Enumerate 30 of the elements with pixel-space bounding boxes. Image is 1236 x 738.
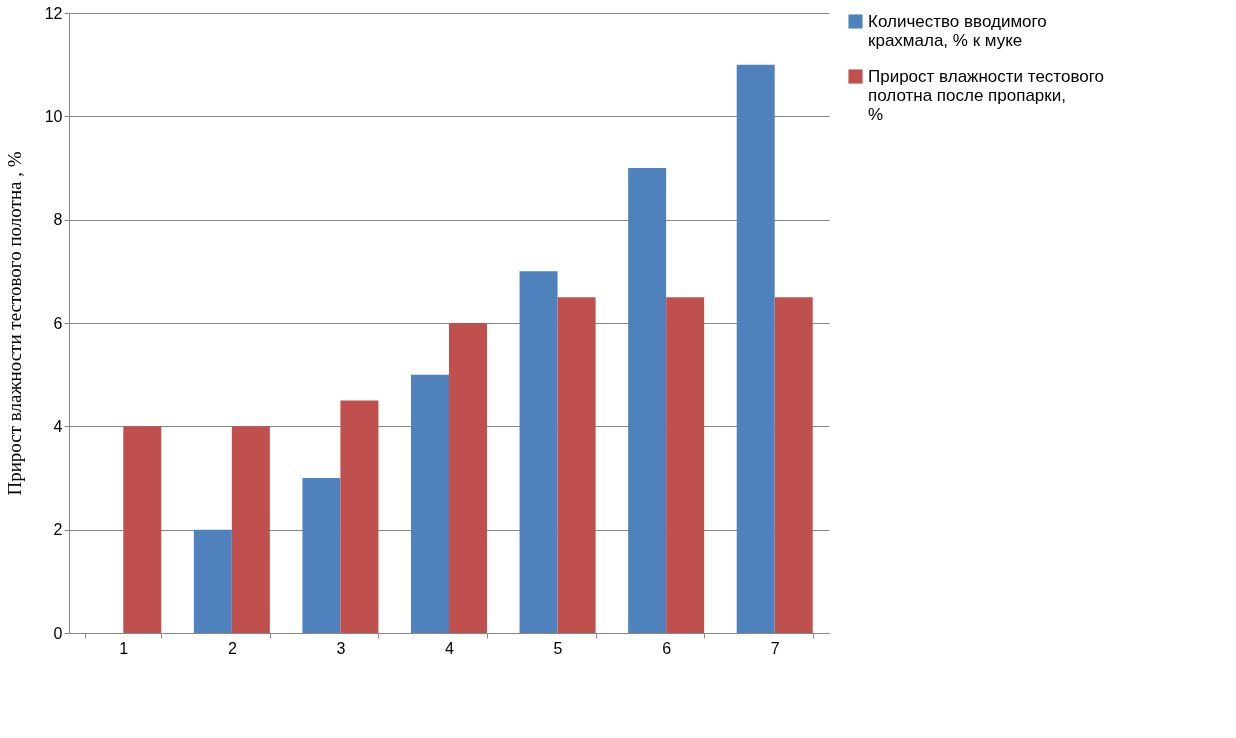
y-axis-title: Прирост влажности тестового полотна , %	[3, 151, 25, 496]
y-tick-label: 12	[44, 4, 63, 22]
legend-label: Количество вводимого крахмала, % к муке	[868, 11, 1047, 50]
legend-label: Прирост влажности тестового полотна после пропарки, %	[868, 66, 1104, 124]
bar	[774, 297, 813, 633]
bar	[449, 323, 487, 633]
bar	[736, 64, 775, 633]
bar	[123, 426, 162, 633]
bar	[666, 297, 705, 633]
y-tick-label: 4	[53, 417, 63, 435]
bar	[231, 426, 270, 633]
bar	[302, 478, 341, 633]
x-tick-label: 5	[553, 639, 563, 657]
x-tick-label: 2	[227, 639, 237, 657]
bar	[628, 168, 667, 633]
bar	[519, 271, 558, 633]
y-tick-label: 8	[53, 211, 63, 229]
x-tick-label: 3	[336, 639, 346, 657]
bar	[557, 297, 596, 633]
bar	[193, 529, 232, 633]
x-tick-label: 1	[119, 639, 129, 657]
x-tick-label: 6	[662, 639, 672, 657]
bar	[340, 400, 379, 633]
y-tick-label: 10	[44, 107, 63, 125]
x-tick-label: 4	[445, 639, 455, 657]
y-tick-label: 2	[53, 521, 63, 539]
bar	[411, 374, 449, 633]
x-tick-label: 7	[770, 639, 780, 657]
y-tick-label: 6	[53, 314, 63, 332]
y-tick-label: 0	[53, 624, 63, 642]
